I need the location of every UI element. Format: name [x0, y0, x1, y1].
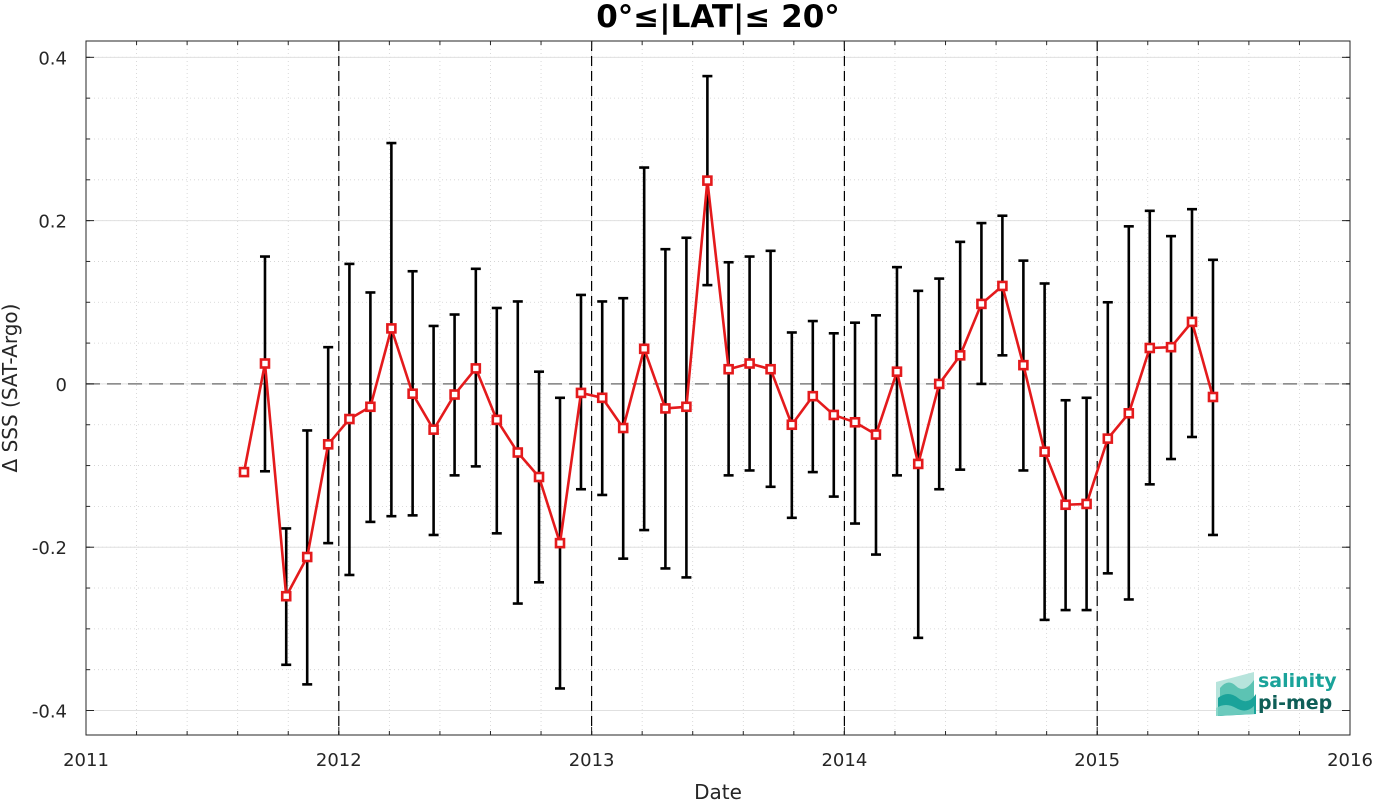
y-tick-label: -0.2 [32, 538, 67, 559]
chart-title: 0°≤|LAT|≤ 20° [596, 0, 840, 35]
x-tick-label: 2012 [316, 750, 362, 771]
plot-area-border [85, 40, 1351, 736]
data-point-marker [807, 390, 819, 402]
data-point-marker [870, 429, 882, 440]
data-point-marker [491, 414, 503, 426]
data-point-marker [533, 471, 545, 483]
data-point-marker [596, 392, 608, 404]
x-tick-label: 2014 [821, 750, 867, 771]
data-series [238, 175, 1219, 602]
data-point-marker [891, 366, 903, 377]
x-tick-label: 2016 [1327, 750, 1373, 771]
x-tick-label: 2013 [569, 750, 615, 771]
data-point-marker [617, 422, 629, 434]
data-point-marker [638, 343, 650, 355]
data-point-marker [681, 401, 692, 413]
data-point-marker [765, 363, 776, 375]
y-tick-label: 0 [56, 375, 67, 396]
x-tick-label: 2015 [1074, 750, 1120, 771]
wave-icon [1216, 672, 1256, 716]
data-point-marker [997, 280, 1008, 292]
data-point-marker [365, 401, 376, 413]
data-point-marker [954, 350, 966, 361]
y-tick-label: -0.4 [32, 702, 67, 723]
data-point-marker [1018, 359, 1029, 371]
data-point-marker [554, 537, 566, 549]
data-point-marker [301, 551, 313, 563]
data-point-marker [1102, 433, 1114, 444]
grid [85, 41, 1351, 735]
data-point-marker [386, 323, 397, 334]
data-point-marker [1081, 498, 1092, 510]
data-point-marker [259, 358, 271, 369]
data-point-marker [344, 413, 355, 425]
data-point-marker [723, 363, 734, 375]
data-point-marker [280, 590, 292, 602]
y-axis-label: Δ SSS (SAT-Argo) [0, 304, 22, 473]
data-point-marker [828, 409, 840, 421]
tick-labels: 2011 2012 2013 2014 2015 2016 0.4 0.2 0 -0.2 -0.4 [32, 48, 1373, 771]
data-point-marker [702, 175, 713, 186]
data-point-marker [575, 387, 587, 399]
data-point-marker [1039, 446, 1050, 457]
x-axis-label: Date [694, 780, 742, 801]
salinity-pi-mep-logo: salinity pi-mep [1216, 670, 1337, 716]
logo-line1: salinity [1258, 670, 1337, 692]
axis-ticks [85, 41, 1351, 735]
data-point-marker [786, 419, 798, 431]
data-point-marker [744, 358, 755, 369]
logo-line2: pi-mep [1258, 692, 1332, 714]
data-point-marker [1123, 408, 1135, 419]
data-point-marker [933, 378, 945, 390]
data-point-marker [238, 466, 250, 478]
data-point-marker [449, 389, 460, 400]
y-tick-label: 0.4 [38, 48, 67, 69]
data-point-marker [470, 363, 482, 374]
data-point-marker [322, 439, 334, 450]
error-bars [259, 74, 1218, 690]
data-point-marker [849, 416, 861, 428]
data-point-marker [912, 458, 924, 470]
data-point-marker [407, 388, 418, 400]
data-point-marker [976, 298, 987, 310]
data-point-marker [1186, 316, 1198, 328]
data-point-marker [1165, 341, 1177, 353]
data-point-marker [428, 424, 439, 435]
y-tick-label: 0.2 [38, 212, 67, 233]
data-point-marker [1207, 391, 1219, 403]
data-point-marker [512, 447, 524, 458]
data-point-marker [1060, 499, 1071, 511]
year-separators [338, 41, 1098, 735]
data-point-marker [660, 403, 671, 414]
x-tick-label: 2011 [63, 750, 109, 771]
data-point-marker [1144, 342, 1156, 354]
